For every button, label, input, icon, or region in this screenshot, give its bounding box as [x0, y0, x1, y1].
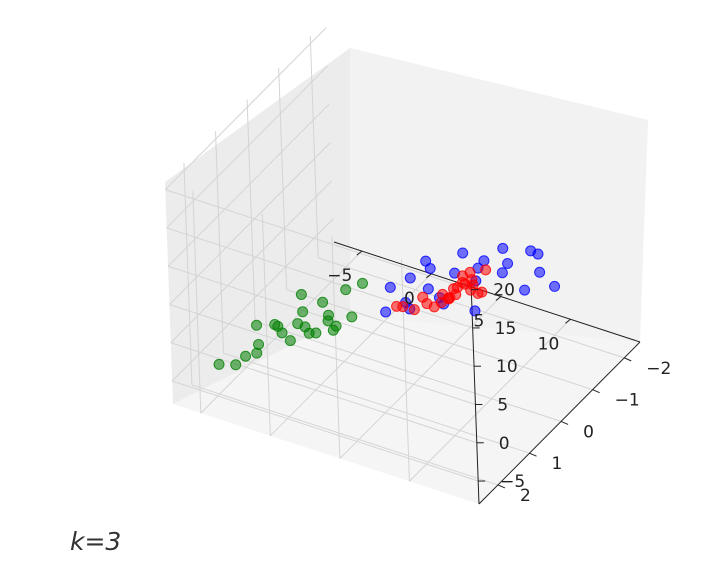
- data-point: [284, 335, 296, 347]
- data-point: [525, 245, 537, 257]
- z-tick-label: 5: [497, 395, 508, 415]
- data-point: [269, 319, 281, 331]
- data-point: [323, 309, 335, 321]
- data-point: [444, 292, 456, 304]
- x-tick-label: 10: [538, 334, 560, 354]
- data-point: [464, 266, 476, 278]
- data-point: [422, 283, 434, 295]
- y-tick-label: −1: [615, 391, 640, 411]
- data-point: [496, 267, 508, 279]
- y-gridline: [191, 384, 499, 486]
- data-point: [469, 305, 481, 317]
- z-gridline: [169, 304, 476, 405]
- y-tick-label: 1: [552, 454, 563, 474]
- y-tick-mark: [497, 484, 506, 489]
- x-tick-mark: [356, 250, 363, 256]
- data-point: [391, 300, 403, 312]
- z-gridline: [164, 27, 327, 191]
- z-gridline: [165, 189, 472, 291]
- gridlines: [164, 27, 625, 486]
- z-gridline: [167, 103, 330, 267]
- data-point: [346, 311, 358, 323]
- data-point: [240, 350, 252, 362]
- data-point: [297, 306, 309, 318]
- y-gridline: [254, 320, 562, 422]
- data-points: [213, 242, 561, 371]
- z-tick-label: 20: [493, 281, 515, 301]
- z-tick-label: 10: [496, 357, 518, 377]
- data-point: [251, 347, 263, 359]
- data-point: [230, 359, 242, 371]
- data-point: [356, 277, 368, 289]
- data-point: [478, 255, 490, 267]
- data-point: [420, 255, 432, 267]
- z-gridline: [170, 180, 333, 344]
- y-gridline: [309, 35, 319, 258]
- y-tick-label: 2: [520, 486, 531, 506]
- data-point: [476, 286, 488, 298]
- data-point: [549, 280, 561, 292]
- y-gridline: [215, 131, 225, 354]
- x-tick-label: 0: [404, 289, 415, 309]
- z-tick-label: 0: [499, 434, 510, 454]
- x-tick-mark: [426, 273, 432, 279]
- data-point: [213, 358, 225, 370]
- data-point: [534, 266, 546, 278]
- z-gridline: [169, 142, 331, 305]
- z-axis-line: [470, 281, 480, 505]
- data-point: [317, 296, 329, 308]
- data-point: [502, 257, 514, 269]
- z-gridline: [171, 218, 334, 382]
- y-tick-mark: [592, 389, 600, 394]
- data-point: [380, 306, 392, 318]
- data-point: [251, 319, 263, 331]
- x-tick-label: −5: [327, 266, 352, 286]
- data-point: [327, 324, 339, 336]
- z-gridline: [170, 342, 477, 444]
- data-point: [340, 284, 352, 296]
- y-tick-mark: [624, 357, 632, 362]
- z-tick-label: −5: [500, 472, 525, 492]
- x-gridline: [192, 191, 202, 414]
- data-point: [480, 264, 492, 276]
- y-gridline: [278, 67, 288, 290]
- y-tick-mark: [560, 420, 569, 425]
- y-gridline: [246, 99, 256, 322]
- y-tick-label: 0: [583, 422, 594, 442]
- x-tick-mark: [565, 318, 571, 324]
- data-point: [404, 272, 416, 284]
- x-tick-label: 5: [473, 312, 484, 332]
- z-gridline: [172, 380, 479, 482]
- data-point: [408, 304, 420, 316]
- data-point: [276, 327, 288, 339]
- z-gridline: [166, 65, 329, 229]
- y-gridline: [286, 289, 593, 391]
- x-gridline: [339, 296, 502, 459]
- z-gridline: [167, 265, 475, 367]
- y-tick-label: −2: [646, 359, 671, 379]
- z-tick-label: 15: [495, 319, 517, 339]
- data-point: [519, 284, 531, 296]
- z-gridline: [166, 227, 473, 329]
- data-point: [497, 242, 509, 254]
- data-point: [310, 327, 322, 339]
- data-point: [457, 247, 469, 259]
- y-gridline: [223, 352, 530, 454]
- y-axis-line: [478, 341, 641, 505]
- x-gridline: [409, 318, 571, 482]
- caption-label: k=3: [70, 527, 122, 556]
- y-gridline: [183, 162, 193, 385]
- data-point: [384, 281, 396, 293]
- x-tick-mark: [495, 296, 502, 301]
- back-pane: [350, 48, 648, 342]
- data-point: [295, 289, 307, 301]
- y-tick-mark: [529, 452, 537, 457]
